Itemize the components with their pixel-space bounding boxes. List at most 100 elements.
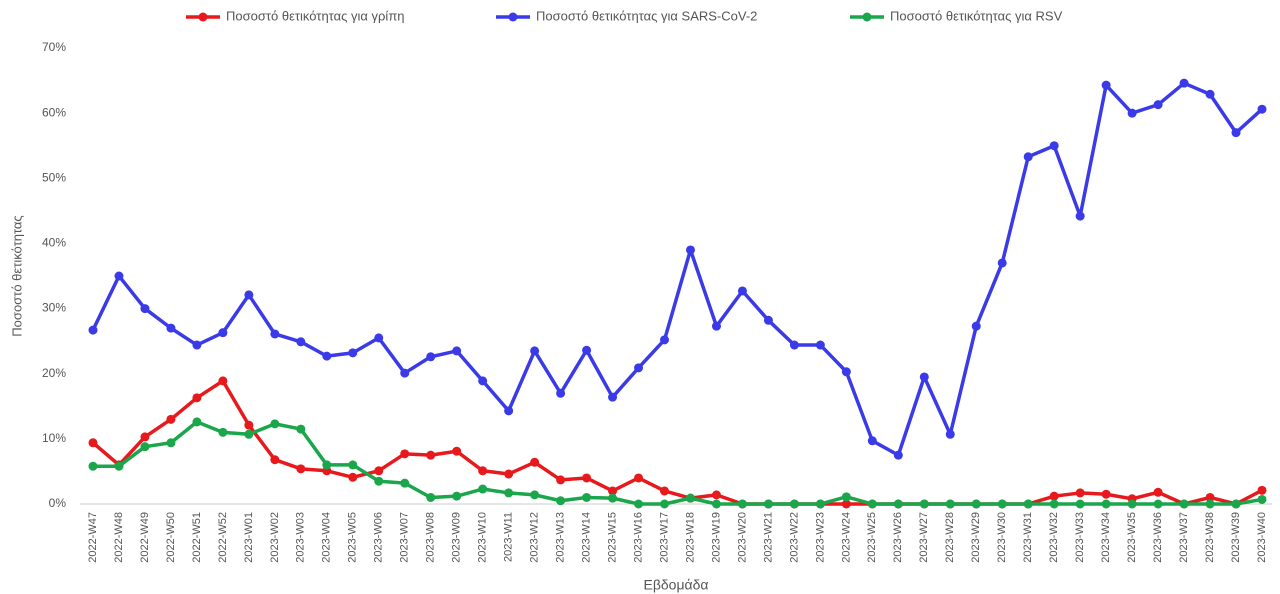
data-point — [166, 438, 176, 448]
data-point — [867, 499, 877, 509]
x-tick-label: 2023-W37 — [1178, 512, 1190, 563]
x-tick-label: 2023-W29 — [970, 512, 982, 563]
y-tick-label: 70% — [42, 40, 66, 54]
x-tick-label: 2023-W34 — [1100, 512, 1112, 563]
data-point — [634, 473, 644, 483]
data-point — [1049, 499, 1059, 509]
data-point — [1205, 499, 1215, 509]
data-point — [1153, 487, 1163, 497]
data-point — [114, 271, 124, 281]
x-tick-label: 2023-W28 — [944, 512, 956, 563]
data-point — [1179, 78, 1189, 88]
data-point — [1075, 211, 1085, 221]
data-point — [945, 499, 955, 509]
data-point — [114, 461, 124, 471]
x-tick-label: 2023-W16 — [632, 512, 644, 563]
data-point — [530, 457, 540, 467]
data-point — [711, 321, 721, 331]
data-point — [140, 432, 150, 442]
series-line — [93, 420, 1263, 506]
data-point — [893, 499, 903, 509]
data-point — [634, 363, 644, 373]
data-point — [270, 455, 280, 465]
data-point — [1257, 485, 1267, 495]
x-tick-label: 2023-W06 — [373, 512, 385, 563]
x-tick-label: 2023-W08 — [425, 512, 437, 563]
x-tick-label: 2023-W40 — [1256, 512, 1268, 563]
data-point — [1075, 499, 1085, 509]
data-point — [582, 492, 592, 502]
data-point — [789, 340, 799, 350]
data-point — [971, 499, 981, 509]
data-point — [530, 346, 540, 356]
data-point — [192, 417, 202, 427]
x-tick-label: 2022-W51 — [191, 512, 203, 563]
data-point — [270, 329, 280, 339]
x-tick-label: 2022-W48 — [113, 512, 125, 563]
data-point — [244, 429, 254, 439]
x-tick-label: 2023-W13 — [555, 512, 567, 563]
data-point — [88, 438, 98, 448]
data-point — [1101, 499, 1111, 509]
data-point — [660, 499, 670, 509]
data-point — [582, 473, 592, 483]
data-point — [192, 340, 202, 350]
x-tick-label: 2022-W47 — [87, 512, 99, 563]
data-point — [608, 392, 618, 402]
data-point — [919, 499, 929, 509]
data-point — [218, 376, 228, 386]
data-point — [841, 367, 851, 377]
data-point — [685, 245, 695, 255]
x-tick-label: 2023-W12 — [529, 512, 541, 563]
data-point — [400, 368, 410, 378]
data-point — [1127, 108, 1137, 118]
x-tick-label: 2023-W10 — [477, 512, 489, 563]
data-point — [296, 464, 306, 474]
data-point — [1153, 100, 1163, 110]
data-point — [374, 476, 384, 486]
data-point — [789, 499, 799, 509]
data-point — [218, 427, 228, 437]
y-tick-label: 20% — [42, 366, 66, 380]
data-point — [374, 333, 384, 343]
y-tick-label: 0% — [49, 496, 67, 510]
y-tick-label: 30% — [42, 301, 66, 315]
data-point — [452, 346, 462, 356]
x-tick-label: 2023-W39 — [1230, 512, 1242, 563]
x-tick-label: 2023-W11 — [503, 512, 515, 562]
y-tick-label: 40% — [42, 236, 66, 250]
x-tick-label: 2023-W36 — [1152, 512, 1164, 563]
legend-label: Ποσοστό θετικότητας για γρίπη — [226, 8, 405, 23]
data-point — [893, 450, 903, 460]
data-point — [685, 493, 695, 503]
x-tick-label: 2023-W04 — [321, 512, 333, 563]
data-point — [322, 351, 332, 361]
x-tick-label: 2023-W02 — [269, 512, 281, 563]
data-point — [1179, 499, 1189, 509]
x-tick-label: 2022-W50 — [165, 512, 177, 563]
x-tick-label: 2023-W19 — [710, 512, 722, 563]
x-tick-label: 2023-W24 — [840, 512, 852, 563]
x-tick-label: 2023-W20 — [736, 512, 748, 563]
data-point — [478, 376, 488, 386]
data-point — [192, 393, 202, 403]
x-tick-label: 2023-W09 — [451, 512, 463, 563]
legend-marker — [508, 12, 518, 22]
data-point — [711, 499, 721, 509]
data-point — [815, 499, 825, 509]
data-point — [1257, 494, 1267, 504]
x-tick-label: 2023-W30 — [996, 512, 1008, 563]
data-point — [608, 493, 618, 503]
data-point — [660, 486, 670, 496]
y-tick-label: 50% — [42, 170, 66, 184]
x-axis-title: Εβδομάδα — [643, 577, 708, 593]
data-point — [504, 469, 514, 479]
x-tick-label: 2022-W52 — [217, 512, 229, 563]
data-point — [530, 490, 540, 500]
x-tick-label: 2023-W23 — [814, 512, 826, 563]
x-tick-label: 2023-W38 — [1204, 512, 1216, 563]
x-tick-label: 2022-W49 — [139, 512, 151, 563]
data-point — [1023, 152, 1033, 162]
data-point — [997, 258, 1007, 268]
